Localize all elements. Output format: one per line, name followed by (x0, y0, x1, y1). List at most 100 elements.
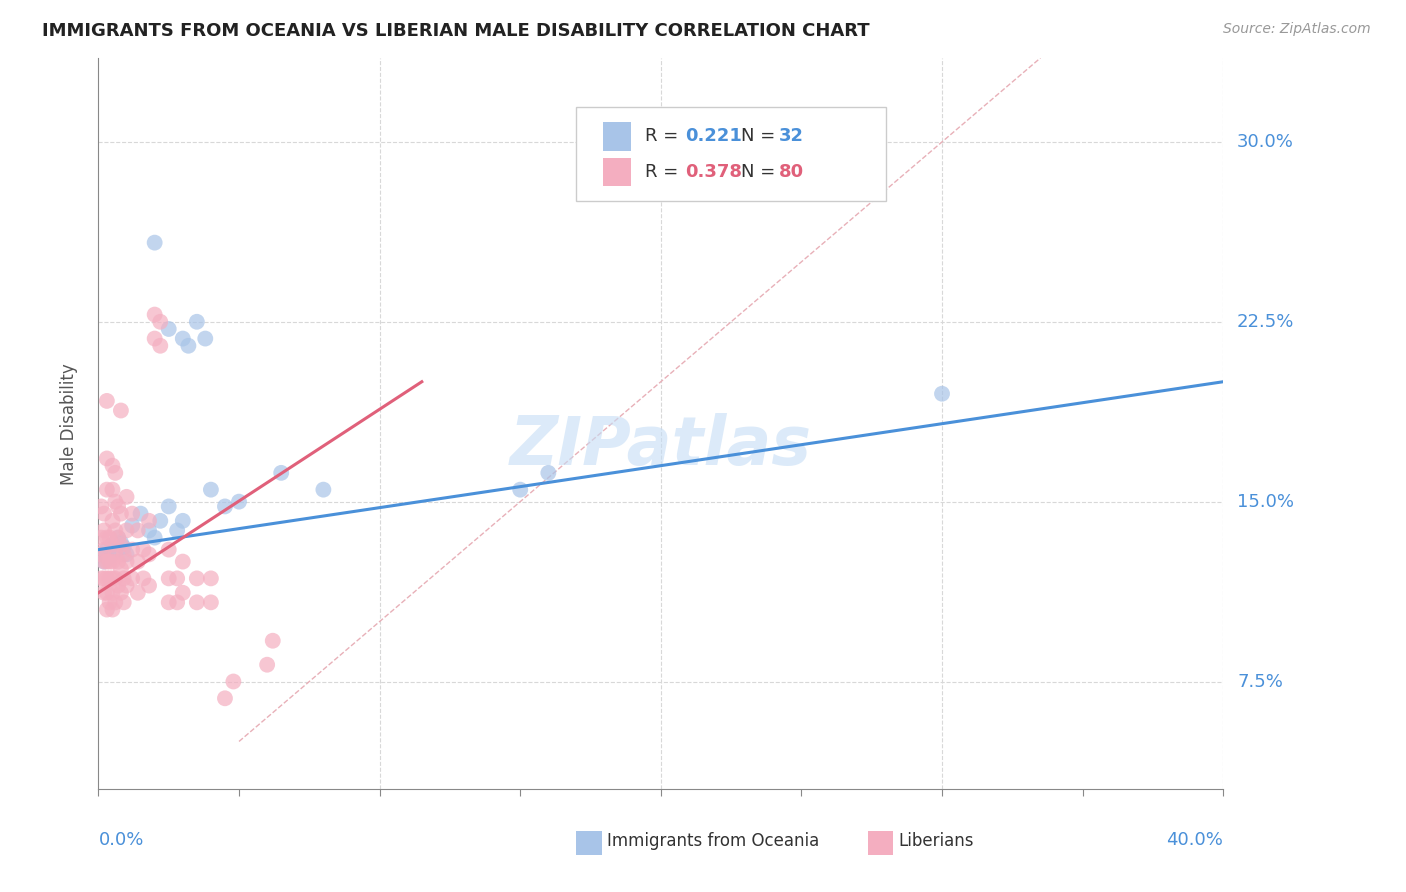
Point (200, 571, 222, 585)
Point (101, 514, 124, 528)
Text: 0.378: 0.378 (685, 163, 742, 181)
Point (96, 451, 118, 466)
Point (93, 524, 115, 538)
Point (138, 524, 160, 538)
Point (101, 483, 124, 497)
Point (172, 332, 194, 346)
Point (98, 549, 121, 564)
Text: IMMIGRANTS FROM OCEANIA VS LIBERIAN MALE DISABILITY CORRELATION CHART: IMMIGRANTS FROM OCEANIA VS LIBERIAN MALE… (42, 22, 870, 40)
Point (93, 571, 115, 585)
Point (98, 531, 121, 545)
Point (98, 595, 121, 609)
Point (107, 555, 129, 569)
Point (107, 500, 129, 514)
Point (194, 332, 217, 346)
Text: 30.0%: 30.0% (1237, 133, 1294, 151)
Point (110, 562, 132, 576)
Text: N =: N = (741, 128, 780, 145)
Point (127, 586, 149, 600)
Point (101, 602, 124, 616)
Point (157, 542, 180, 557)
Point (149, 315, 172, 329)
Point (96, 483, 118, 497)
Point (101, 555, 124, 569)
Y-axis label: Male Disability: Male Disability (60, 363, 79, 484)
Point (166, 571, 188, 585)
Point (186, 595, 208, 609)
Point (101, 538, 124, 552)
Point (104, 524, 127, 538)
Point (96, 531, 118, 545)
Text: Source: ZipAtlas.com: Source: ZipAtlas.com (1223, 22, 1371, 37)
Point (166, 595, 188, 609)
Point (96, 602, 118, 616)
Point (96, 586, 118, 600)
Text: 0.0%: 0.0% (98, 831, 143, 849)
Point (110, 535, 132, 549)
Point (112, 548, 135, 562)
Point (104, 571, 127, 585)
Point (104, 545, 127, 559)
Text: 80: 80 (779, 163, 804, 181)
Text: R =: R = (645, 128, 685, 145)
Point (172, 586, 194, 600)
Point (132, 542, 155, 557)
Point (96, 542, 118, 557)
Point (149, 339, 172, 353)
Point (129, 507, 152, 521)
Point (186, 571, 208, 585)
Point (157, 595, 180, 609)
Point (121, 507, 143, 521)
Point (214, 500, 236, 514)
Point (214, 691, 236, 706)
Point (138, 514, 160, 528)
Point (172, 555, 194, 569)
Text: 22.5%: 22.5% (1237, 313, 1295, 331)
Point (101, 571, 124, 585)
Text: 15.0%: 15.0% (1237, 492, 1294, 510)
Point (112, 540, 135, 554)
Point (157, 500, 180, 514)
Point (93, 542, 115, 557)
Text: R =: R = (645, 163, 685, 181)
Point (157, 571, 180, 585)
Point (93, 507, 115, 521)
Point (256, 657, 278, 672)
Point (90, 548, 112, 562)
Text: N =: N = (741, 163, 780, 181)
Point (228, 494, 250, 508)
Point (98, 555, 121, 569)
Point (200, 595, 222, 609)
Point (121, 518, 143, 533)
Point (931, 386, 953, 401)
Point (143, 531, 166, 545)
Point (115, 490, 138, 504)
Point (107, 578, 129, 592)
Text: 32: 32 (779, 128, 804, 145)
Text: Immigrants from Oceania: Immigrants from Oceania (607, 832, 820, 850)
Point (96, 555, 118, 569)
Point (186, 315, 208, 329)
Point (90, 531, 112, 545)
Point (115, 555, 138, 569)
Point (101, 458, 124, 473)
Point (127, 555, 149, 569)
Point (104, 466, 127, 480)
Point (110, 507, 132, 521)
Point (143, 332, 166, 346)
Point (110, 586, 132, 600)
Point (104, 595, 127, 609)
Point (200, 483, 222, 497)
Point (143, 235, 166, 250)
Point (93, 555, 115, 569)
Point (96, 393, 118, 408)
Point (127, 524, 149, 538)
Point (101, 586, 124, 600)
Text: Liberians: Liberians (898, 832, 974, 850)
Point (138, 578, 160, 592)
Point (312, 483, 335, 497)
Text: 7.5%: 7.5% (1237, 673, 1284, 690)
Point (104, 494, 127, 508)
Point (107, 531, 129, 545)
Point (537, 466, 560, 480)
